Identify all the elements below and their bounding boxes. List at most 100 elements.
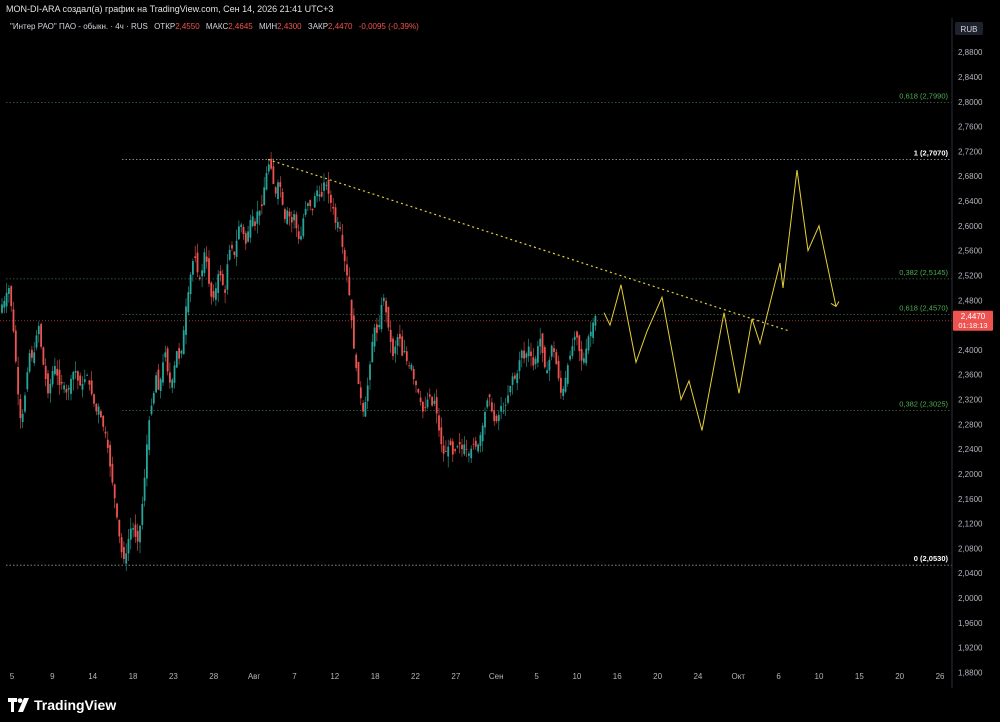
candle-body xyxy=(424,407,427,409)
candle-body xyxy=(37,325,40,335)
candle-body xyxy=(40,324,42,347)
candle-body xyxy=(364,402,367,417)
candle-body xyxy=(346,264,348,276)
candle-body xyxy=(155,375,157,393)
x-tick-label: 20 xyxy=(653,672,662,681)
candle-body xyxy=(182,330,185,355)
candle-body xyxy=(14,330,17,362)
tradingview-logo-icon xyxy=(8,698,29,712)
candle-body xyxy=(327,179,330,194)
legend-open-label: ОТКР xyxy=(154,22,175,31)
candle-body xyxy=(72,372,75,380)
candle-body xyxy=(564,377,567,392)
candle-body xyxy=(426,399,429,408)
brand-name: TradingView xyxy=(34,697,117,713)
x-tick-label: 5 xyxy=(10,672,15,681)
legend-close-label: ЗАКР xyxy=(308,22,328,31)
x-tick-label: 12 xyxy=(330,672,339,681)
candle-body xyxy=(65,389,68,393)
fib-level-label: 1 (2,7070) xyxy=(914,148,949,157)
candle-body xyxy=(111,463,114,483)
candle-body xyxy=(389,329,392,342)
candle-body xyxy=(488,394,491,398)
price-chart[interactable]: 0,618 (2,7990) 1 (2,7070) 0,382 (2,5145) 0,… xyxy=(0,0,1000,688)
x-tick-label: 28 xyxy=(209,672,218,681)
candle-body xyxy=(203,252,206,274)
candle-body xyxy=(288,211,291,217)
candle-body xyxy=(265,173,268,190)
legend-high: 2,4645 xyxy=(228,22,253,31)
candle-body xyxy=(251,216,254,227)
y-tick-label: 2,1600 xyxy=(958,495,983,504)
x-tick-label: 24 xyxy=(693,672,702,681)
candle-body xyxy=(28,353,31,372)
candle-body xyxy=(451,441,454,455)
candle-body xyxy=(348,276,351,296)
legend-symbol[interactable]: "Интер РАО" ПАО - обыкн. · 4ч · RUS xyxy=(10,22,148,31)
x-tick-label: 23 xyxy=(169,672,178,681)
candle-body xyxy=(171,379,174,388)
candle-body xyxy=(146,444,148,479)
y-tick-label: 2,5200 xyxy=(958,271,983,280)
candle-body xyxy=(35,335,38,348)
candle-body xyxy=(277,182,279,200)
candle-body xyxy=(49,383,52,394)
candle-body xyxy=(399,333,401,339)
footer: TradingView xyxy=(0,688,1000,722)
y-tick-label: 2,1200 xyxy=(958,520,983,529)
candle-body xyxy=(208,258,210,284)
currency-label: RUB xyxy=(961,25,978,34)
candlestick-series xyxy=(1,152,597,572)
candle-body xyxy=(369,364,371,380)
candle-body xyxy=(1,304,3,313)
candle-body xyxy=(541,333,544,353)
candle-body xyxy=(594,315,597,326)
x-tick-label: 9 xyxy=(50,672,55,681)
candle-body xyxy=(313,196,316,208)
candle-body xyxy=(532,357,535,366)
candle-body xyxy=(307,203,309,207)
candle-body xyxy=(493,410,496,422)
candle-body xyxy=(470,448,473,459)
candle-body xyxy=(516,373,519,384)
x-tick-label: 18 xyxy=(371,672,380,681)
candle-body xyxy=(447,446,450,457)
tradingview-logo[interactable]: TradingView xyxy=(8,697,116,713)
candle-body xyxy=(548,359,551,371)
y-tick-label: 2,7600 xyxy=(958,123,983,132)
candle-body xyxy=(51,370,54,385)
fibonacci-levels: 0,618 (2,7990) 1 (2,7070) 0,382 (2,5145) 0,… xyxy=(6,91,952,566)
x-tick-label: 5 xyxy=(534,672,539,681)
candle-body xyxy=(323,182,325,191)
candle-body xyxy=(86,375,88,376)
candle-body xyxy=(311,208,314,211)
candle-body xyxy=(378,325,381,328)
currency-selector[interactable]: RUB xyxy=(955,22,983,35)
candle-body xyxy=(392,338,394,357)
candle-body xyxy=(224,289,226,293)
x-tick-label: 26 xyxy=(936,672,945,681)
candle-body xyxy=(309,200,312,206)
time-axis[interactable]: 5 9 14 18 23 28 Авг 7 12 18 22 27 Сен 5 10 16 20 24 Окт 6 10… xyxy=(10,672,945,681)
candle-body xyxy=(336,222,339,228)
candle-body xyxy=(537,346,539,363)
candle-body xyxy=(132,528,134,530)
candle-body xyxy=(93,394,95,404)
candle-body xyxy=(387,306,390,328)
candle-body xyxy=(557,360,560,379)
candle-body xyxy=(438,415,440,431)
candle-body xyxy=(465,448,468,450)
candle-body xyxy=(520,350,523,358)
candle-body xyxy=(380,304,383,330)
candle-body xyxy=(576,331,578,338)
candle-body xyxy=(42,347,45,365)
y-tick-label: 2,0000 xyxy=(958,594,983,603)
candle-body xyxy=(382,297,385,302)
candle-body xyxy=(235,240,238,257)
candle-body xyxy=(116,503,118,518)
candle-body xyxy=(249,220,252,238)
x-tick-label: 18 xyxy=(129,672,138,681)
candle-body xyxy=(481,425,484,442)
candle-body xyxy=(279,181,282,187)
y-tick-label: 2,8000 xyxy=(958,98,983,107)
